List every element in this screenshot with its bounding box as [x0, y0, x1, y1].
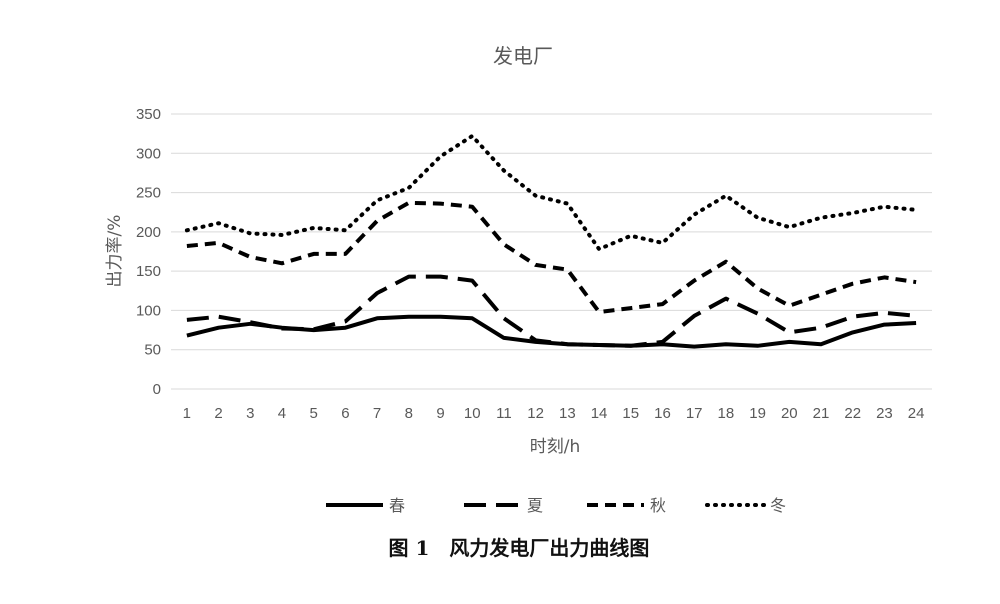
figure-caption: 图 1 风力发电厂出力曲线图 — [389, 536, 650, 560]
y-tick-label: 0 — [153, 381, 161, 398]
x-tick-label: 13 — [559, 405, 576, 422]
x-tick-label: 3 — [246, 405, 254, 422]
x-axis-title: 时刻/h — [530, 437, 581, 457]
series-line-3 — [186, 200, 917, 314]
y-tick-label: 100 — [136, 302, 161, 319]
legend-label-3: 秋 — [650, 496, 666, 515]
x-tick-label: 8 — [405, 405, 413, 422]
x-tick-label: 23 — [876, 405, 893, 422]
series-lines — [184, 134, 919, 349]
legend-label-4: 冬 — [770, 496, 786, 515]
y-tick-label: 200 — [136, 224, 161, 241]
y-tick-label: 50 — [144, 342, 161, 359]
x-tick-label: 24 — [908, 405, 925, 422]
x-tick-label: 6 — [341, 405, 349, 422]
x-tick-label: 15 — [622, 405, 639, 422]
x-tick-label: 21 — [813, 405, 830, 422]
y-axis-title: 出力率/% — [105, 215, 125, 288]
legend-label-1: 春 — [389, 496, 405, 515]
x-tick-label: 10 — [464, 405, 481, 422]
x-tick-label: 12 — [527, 405, 544, 422]
y-tick-label: 250 — [136, 185, 161, 202]
legend-label-2: 夏 — [527, 496, 543, 515]
x-tick-label: 2 — [214, 405, 222, 422]
x-tick-label: 1 — [183, 405, 191, 422]
x-tick-label: 20 — [781, 405, 798, 422]
x-tick-label: 17 — [686, 405, 703, 422]
x-tick-label: 9 — [436, 405, 444, 422]
x-tick-label: 19 — [749, 405, 766, 422]
x-tick-label: 5 — [310, 405, 318, 422]
x-tick-label: 16 — [654, 405, 671, 422]
series-line-1 — [186, 314, 917, 349]
chart-title: 发电厂 — [493, 44, 553, 68]
y-tick-label: 350 — [136, 106, 161, 123]
x-tick-label: 4 — [278, 405, 286, 422]
series-line-4 — [184, 134, 919, 252]
series-line-2 — [186, 274, 917, 348]
y-tick-label: 300 — [136, 145, 161, 162]
x-tick-labels: 1 2 3 4 5 6 7 8 9 10 11 12 13 14 15 16 17 18 19 20 21 22 23 24 — [183, 405, 925, 422]
x-tick-label: 11 — [496, 405, 512, 422]
y-tick-labels: 0 50 100 150 200 250 300 350 — [136, 106, 161, 398]
x-tick-label: 22 — [844, 405, 861, 422]
x-tick-label: 18 — [718, 405, 735, 422]
y-tick-label: 150 — [136, 263, 161, 280]
x-tick-label: 14 — [591, 405, 608, 422]
legend: 春夏秋冬 — [326, 496, 786, 515]
x-tick-label: 7 — [373, 405, 381, 422]
gridlines — [171, 113, 932, 390]
